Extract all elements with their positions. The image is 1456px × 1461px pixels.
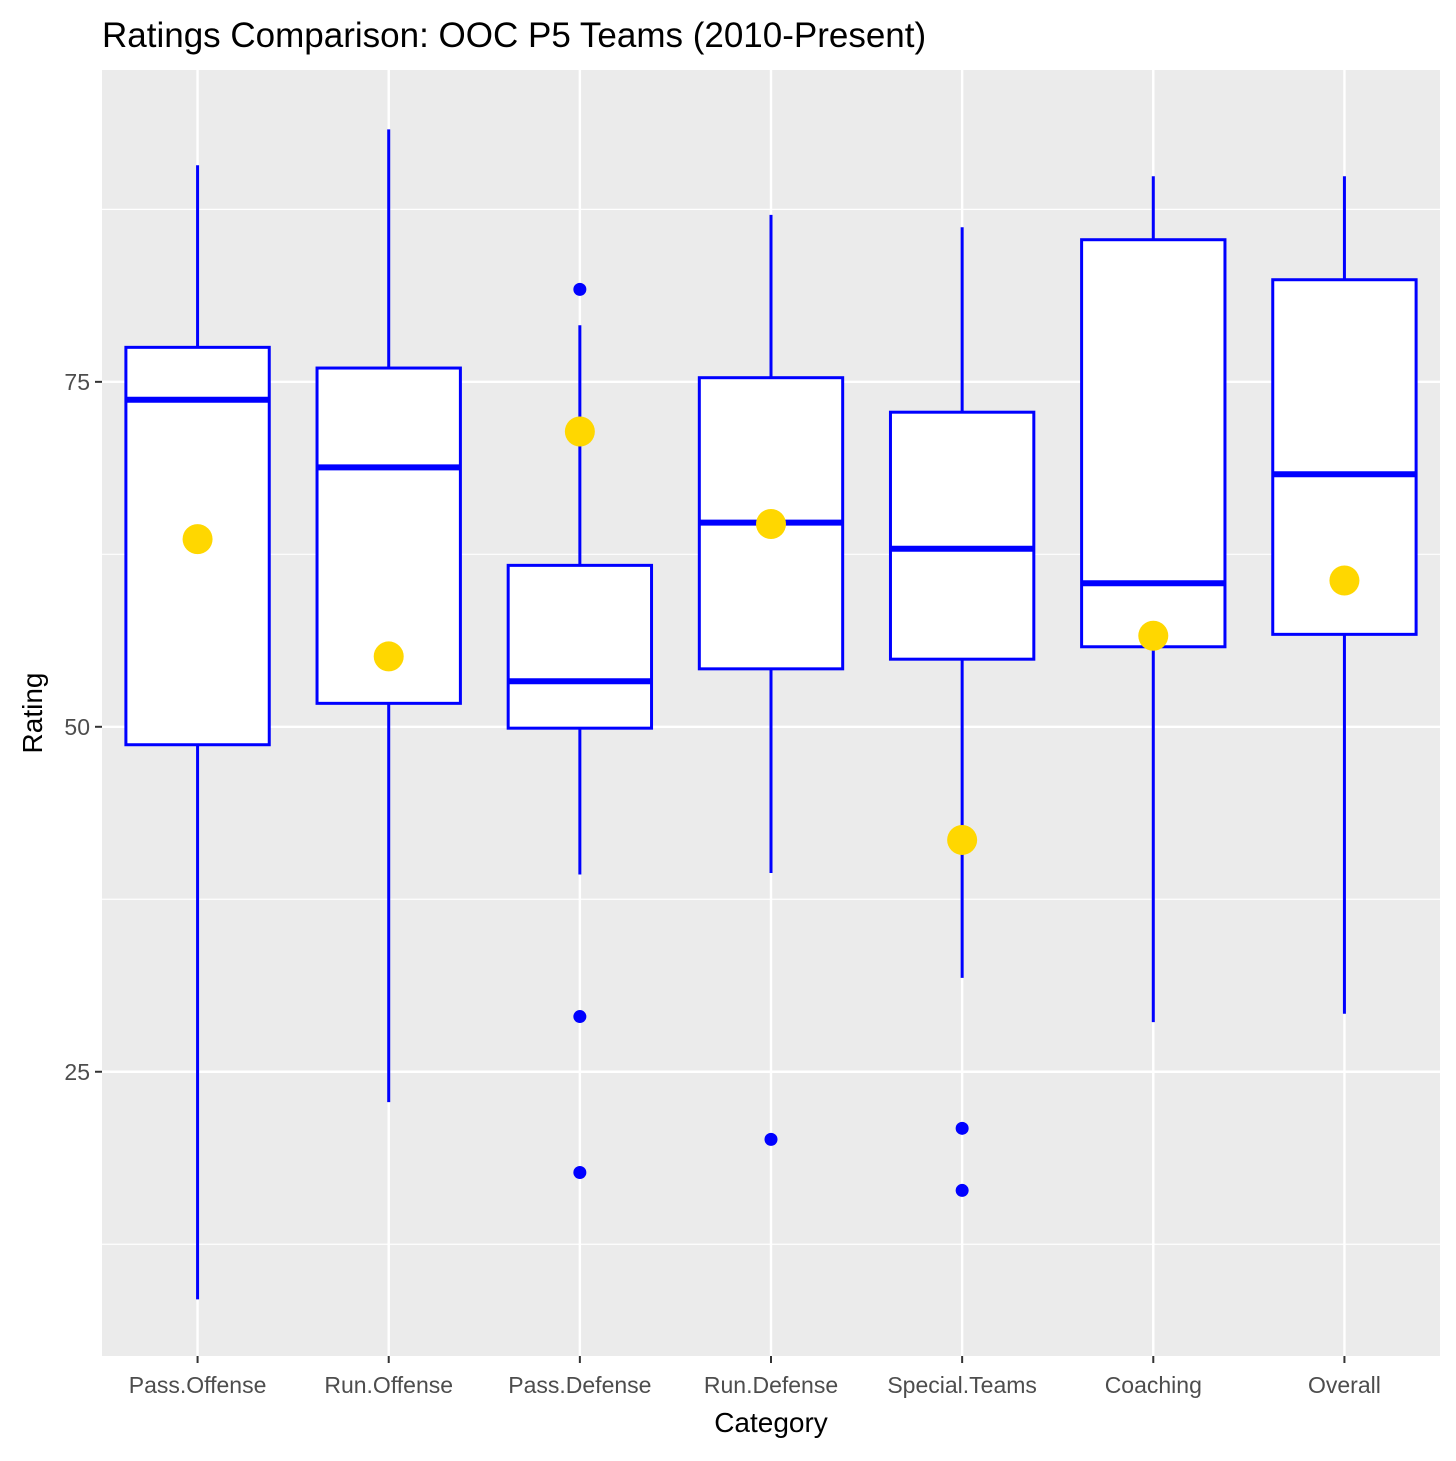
- x-tick-label: Coaching: [1105, 1372, 1202, 1398]
- outlier-point: [573, 282, 587, 296]
- highlight-point: [1138, 620, 1169, 651]
- x-tick-label: Special.Teams: [887, 1372, 1037, 1398]
- outlier-point: [573, 1165, 587, 1179]
- box-overall: [1271, 176, 1418, 1014]
- box-iqr: [506, 563, 654, 730]
- x-tick-label: Pass.Offense: [129, 1372, 267, 1398]
- outlier-point: [764, 1132, 778, 1146]
- box-run-defense: [697, 214, 845, 1146]
- highlight-point: [1329, 565, 1360, 596]
- y-tick-label: 25: [64, 1059, 90, 1085]
- chart-title: Ratings Comparison: OOC P5 Teams (2010-P…: [102, 16, 926, 55]
- x-tick-label: Pass.Defense: [508, 1372, 651, 1398]
- outlier-point: [955, 1183, 969, 1197]
- highlight-point: [947, 824, 978, 855]
- box-special-teams: [888, 227, 1036, 1197]
- y-tick-label: 75: [64, 369, 90, 395]
- box-iqr: [1080, 238, 1227, 649]
- highlight-point: [564, 416, 595, 447]
- x-tick-label: Run.Defense: [704, 1372, 838, 1398]
- box-pass-offense: [124, 165, 271, 1300]
- x-tick-label: Overall: [1308, 1372, 1381, 1398]
- y-axis-label: Rating: [17, 673, 48, 754]
- highlight-point: [373, 641, 404, 672]
- outlier-point: [573, 1010, 587, 1024]
- box-pass-defense: [506, 282, 654, 1179]
- box-run-offense: [315, 129, 462, 1103]
- box-iqr: [888, 410, 1036, 661]
- highlight-point: [756, 508, 786, 539]
- x-axis-label: Category: [714, 1407, 828, 1438]
- outlier-point: [955, 1121, 969, 1135]
- y-tick-label: 50: [64, 714, 90, 740]
- highlight-point: [182, 524, 213, 555]
- x-tick-label: Run.Offense: [324, 1372, 453, 1398]
- box-coaching: [1080, 176, 1227, 1023]
